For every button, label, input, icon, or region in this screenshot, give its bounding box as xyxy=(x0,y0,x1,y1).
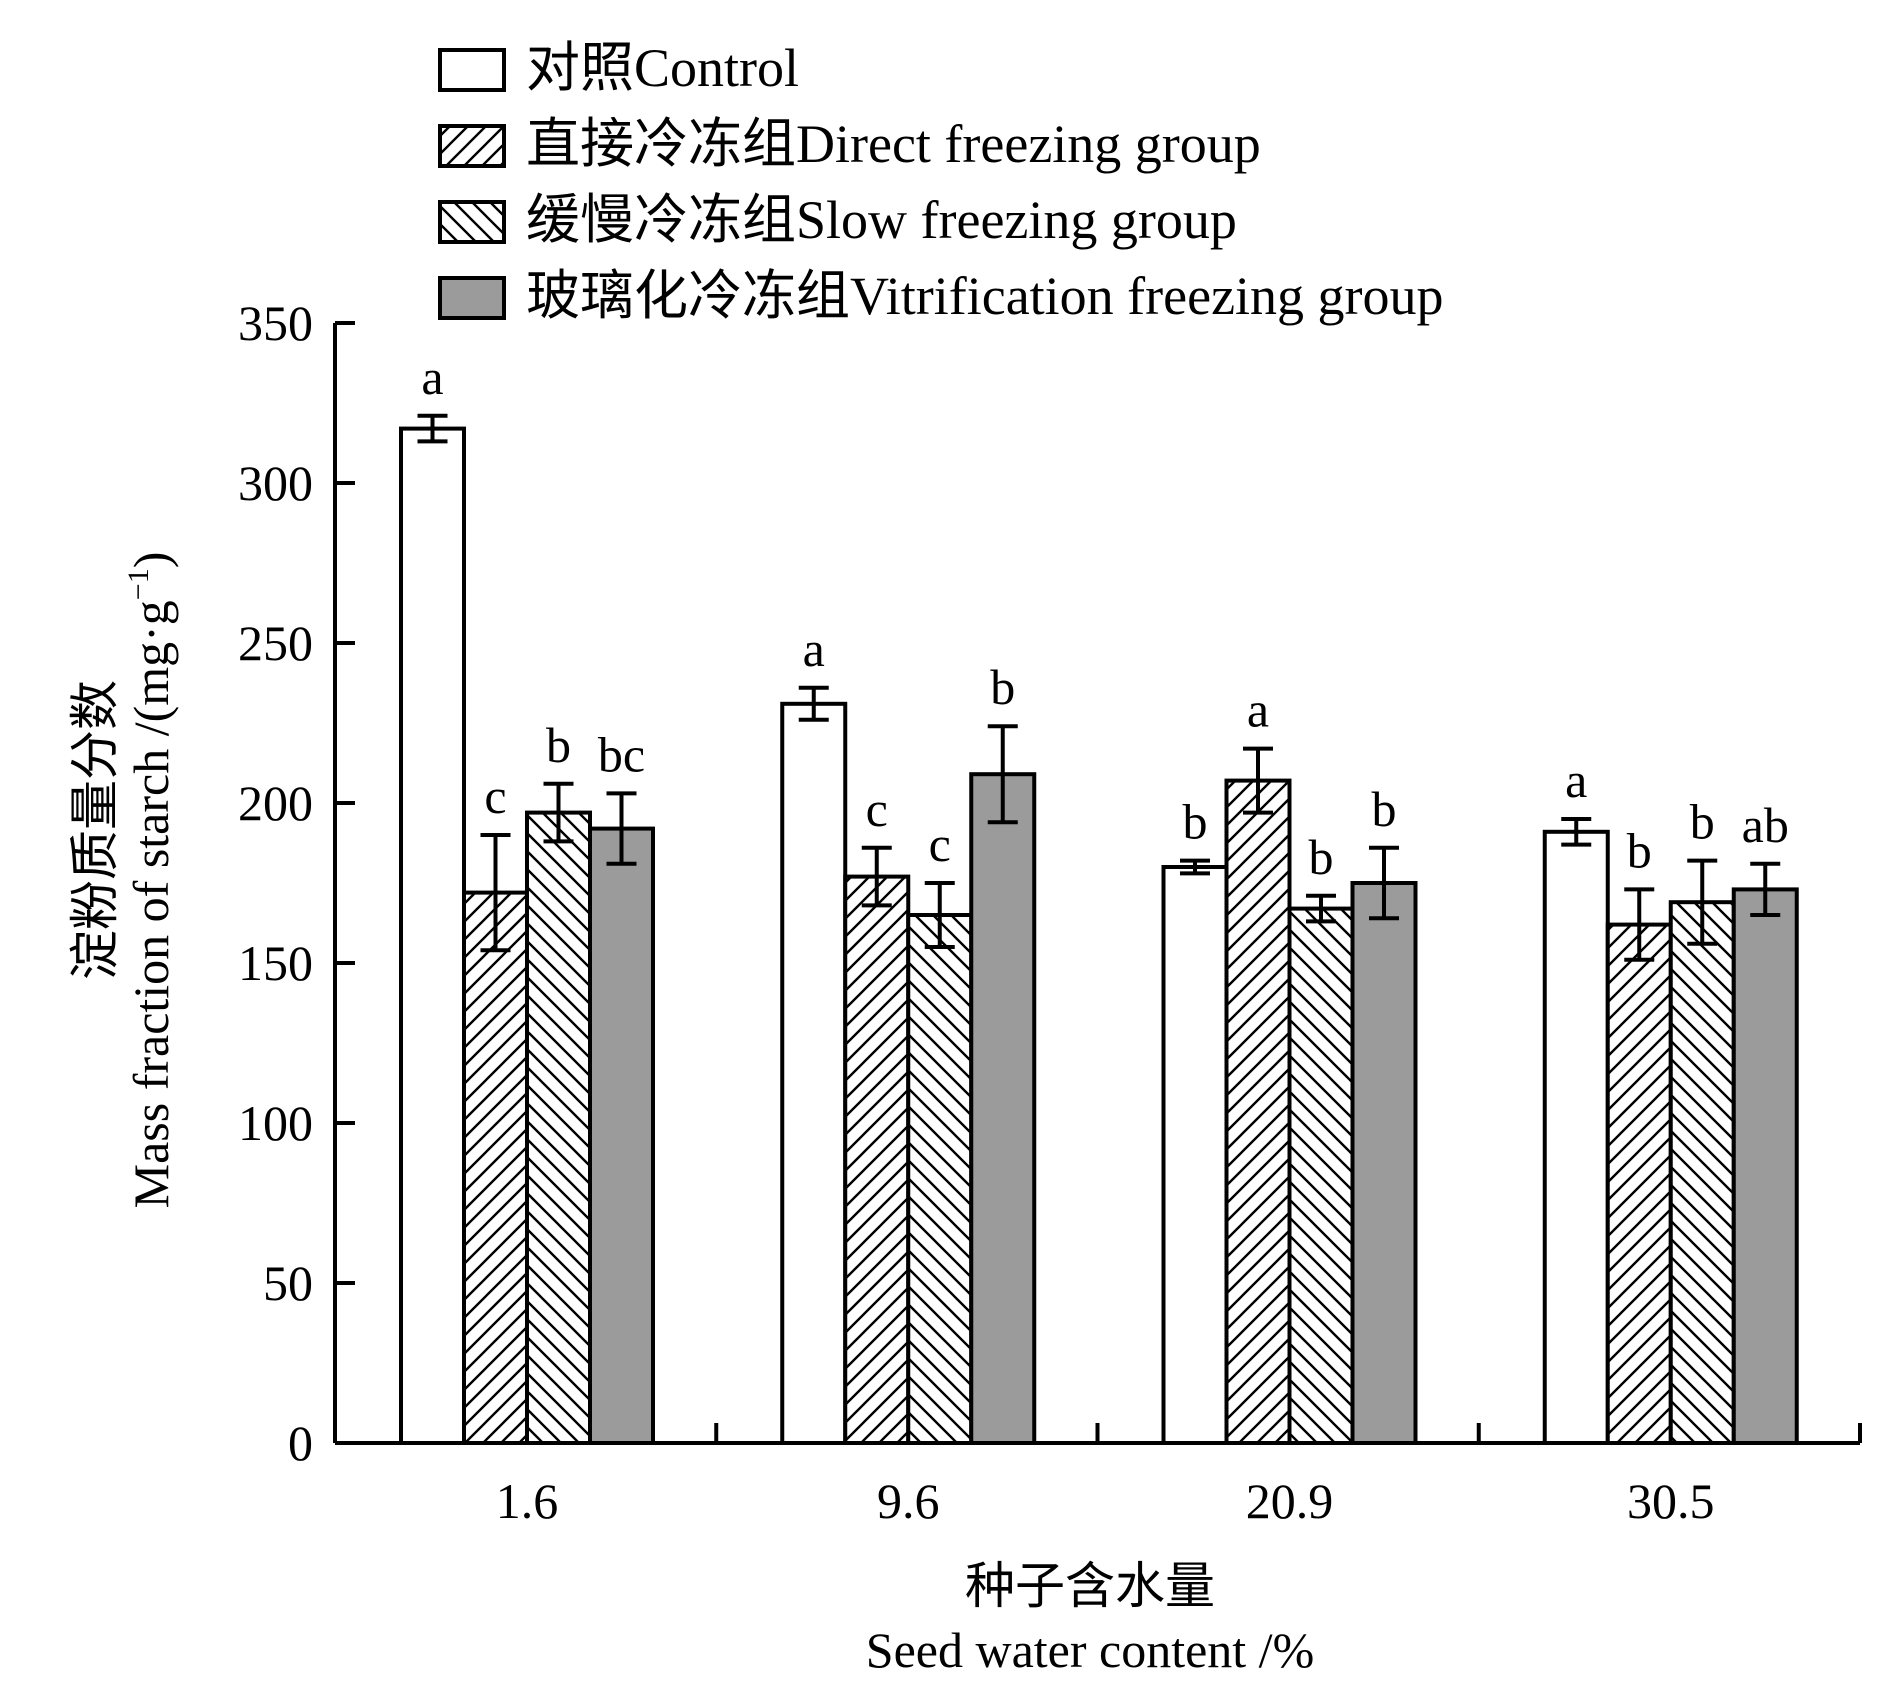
bar xyxy=(462,890,529,1445)
significance-letter: b xyxy=(546,717,571,773)
legend-label: 玻璃化冷冻组Vitrification freezing group xyxy=(526,266,1444,326)
legend-label: 直接冷冻组Direct freezing group xyxy=(526,114,1261,174)
x-tick-label: 1.6 xyxy=(496,1473,559,1529)
significance-letter: ab xyxy=(1742,797,1789,853)
bar xyxy=(1668,900,1736,1445)
significance-letter: c xyxy=(484,768,506,824)
significance-letter: c xyxy=(866,781,888,837)
bar xyxy=(588,826,655,1445)
bar xyxy=(1350,881,1418,1445)
legend-swatch xyxy=(438,48,506,92)
y-axis-title-en-sup: −1 xyxy=(122,568,155,600)
significance-letter: b xyxy=(1627,822,1652,878)
bar xyxy=(780,701,848,1445)
legend-label: 对照Control xyxy=(526,38,799,98)
y-axis-title-cn: 淀粉质量分数 xyxy=(67,680,123,980)
legend: 对照Control 直接冷冻组Direct freezing group 缓慢冷冻组… xyxy=(438,38,1444,326)
significance-letter: b xyxy=(1309,829,1334,885)
x-tick-label: 30.5 xyxy=(1627,1473,1715,1529)
y-tick-label: 250 xyxy=(238,615,313,671)
significance-letter: a xyxy=(1247,682,1269,738)
legend-label: 缓慢冷冻组Slow freezing group xyxy=(526,190,1237,250)
y-axis-title-en-main: Mass fraction of starch /(mg·g xyxy=(123,600,179,1208)
significance-letter: b xyxy=(990,659,1015,715)
significance-letter: c xyxy=(929,816,951,872)
y-tick-label: 150 xyxy=(238,935,313,991)
bar xyxy=(1731,887,1799,1445)
x-tick-label: 20.9 xyxy=(1246,1473,1334,1529)
significance-letter: b xyxy=(1690,794,1715,850)
x-tick-label: 9.6 xyxy=(877,1473,940,1529)
significance-letter: bc xyxy=(598,726,645,782)
legend-swatch xyxy=(438,276,506,320)
significance-letter: b xyxy=(1183,794,1208,850)
legend-swatch xyxy=(438,124,506,168)
bar xyxy=(843,874,911,1445)
significance-letter: a xyxy=(1565,752,1587,808)
bar xyxy=(969,772,1037,1445)
y-tick-label: 100 xyxy=(238,1095,313,1151)
bar xyxy=(1287,906,1355,1445)
y-tick-label: 0 xyxy=(288,1415,313,1471)
y-tick-label: 300 xyxy=(238,455,313,511)
bar xyxy=(525,810,592,1445)
bar xyxy=(906,913,974,1445)
legend-swatch xyxy=(438,200,506,244)
y-axis-title-en-end: ) xyxy=(123,552,179,569)
x-axis-title-en: Seed water content /% xyxy=(866,1622,1314,1678)
significance-letter: b xyxy=(1372,781,1397,837)
y-axis: 0 50 100 150 200 250 300 350 xyxy=(238,295,355,1471)
y-tick-label: 200 xyxy=(238,775,313,831)
y-axis-title-en: Mass fraction of starch /(mg·g−1) xyxy=(122,552,179,1209)
bar xyxy=(1161,865,1229,1445)
bar xyxy=(1224,778,1292,1445)
y-tick-label: 350 xyxy=(238,295,313,351)
significance-letter: a xyxy=(421,349,443,405)
bar xyxy=(399,426,466,1446)
bar xyxy=(1605,922,1673,1445)
significance-letter: a xyxy=(803,621,825,677)
bar xyxy=(1542,829,1610,1445)
y-tick-label: 50 xyxy=(263,1255,313,1311)
x-axis-title-cn: 种子含水量 xyxy=(965,1558,1215,1614)
